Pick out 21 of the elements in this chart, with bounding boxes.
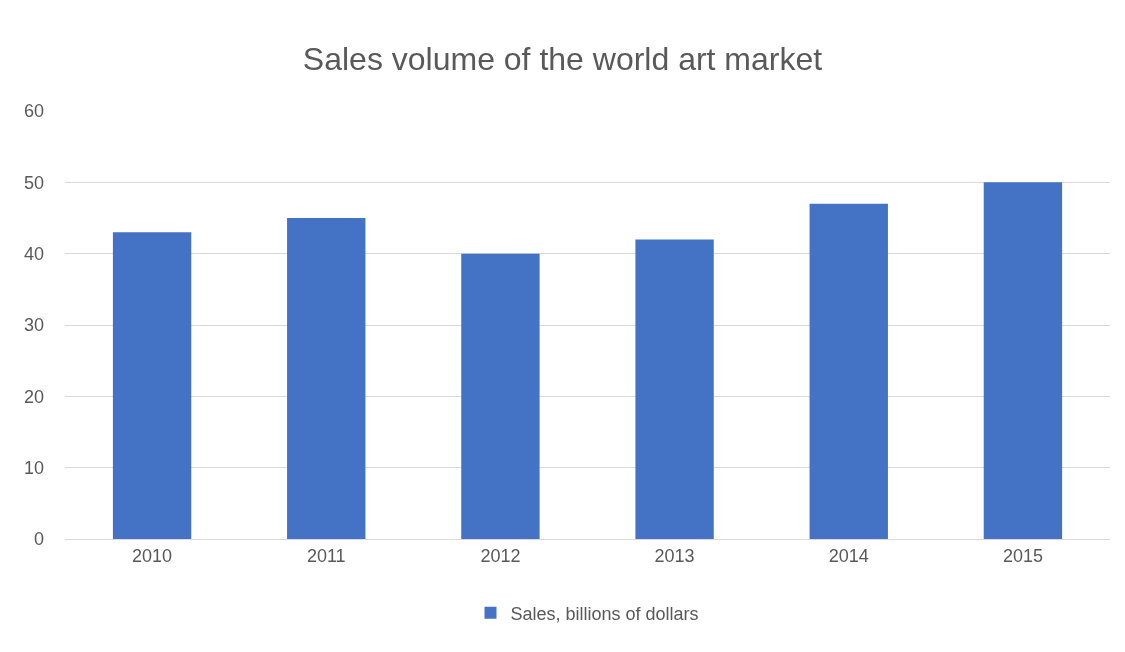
y-tick-label: 30 [23, 315, 44, 336]
y-tick-label: 10 [23, 457, 44, 478]
y-tick-label: 0 [33, 529, 44, 550]
x-tick-label: 2011 [306, 545, 346, 566]
bar [112, 232, 192, 539]
bar [287, 218, 366, 539]
x-tick-label: 2013 [654, 545, 695, 566]
bar [809, 203, 888, 539]
y-tick-label: 40 [23, 243, 44, 264]
x-tick-label: 2012 [480, 545, 521, 566]
x-tick-label: 2015 [1002, 545, 1043, 566]
legend-label: Sales, billions of dollars [510, 603, 699, 624]
y-tick-label: 60 [23, 101, 44, 122]
bar [635, 239, 714, 539]
chart-title: Sales volume of the world art market [302, 40, 823, 77]
bar [461, 253, 540, 539]
y-tick-label: 50 [23, 172, 44, 193]
y-tick-label: 20 [23, 386, 44, 407]
x-tick-label: 2010 [132, 545, 173, 566]
bar [983, 182, 1063, 539]
x-tick-label: 2014 [828, 545, 869, 566]
